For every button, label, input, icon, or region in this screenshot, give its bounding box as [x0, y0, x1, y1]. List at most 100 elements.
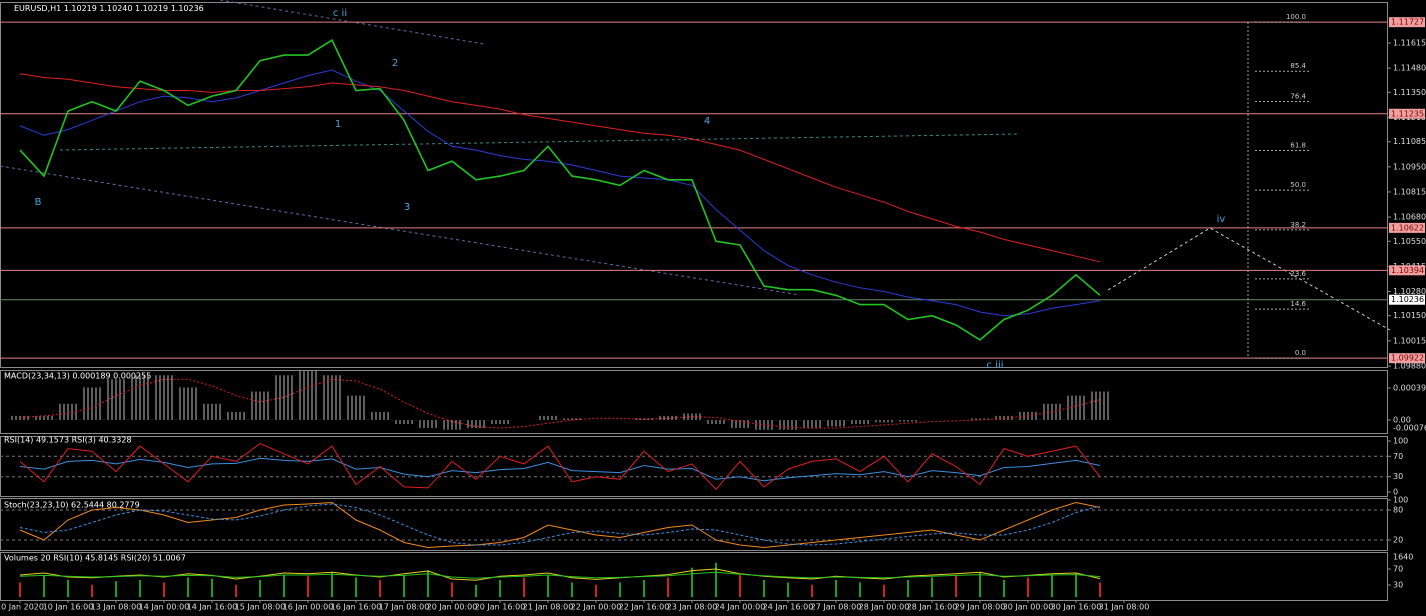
- volume-bar: [19, 582, 21, 597]
- x-tick-label: 31 Jan 08:00: [1099, 603, 1150, 612]
- volume-bar: [499, 579, 501, 597]
- y-tick-label: 1.11350: [1393, 88, 1426, 97]
- x-tick-label: 29 Jan 08:00: [955, 603, 1006, 612]
- y-tick-label: 1.09880: [1393, 362, 1426, 371]
- x-tick-label: 21 Jan 08:00: [523, 603, 574, 612]
- x-tick-label: 14 Jan 16:00: [187, 603, 238, 612]
- x-tick-label: 28 Jan 00:00: [859, 603, 910, 612]
- volume-bar: [691, 567, 693, 597]
- fib-label: 100.0: [1286, 13, 1306, 21]
- level-label: 1.09922: [1391, 354, 1424, 363]
- x-tick-label: 10 Jan 2020: [0, 603, 44, 612]
- y-tick-label: 1.10815: [1393, 187, 1426, 196]
- fib-label: 23.6: [1290, 270, 1306, 278]
- y-tick-label: 1.10680: [1393, 213, 1426, 222]
- x-tick-label: 30 Jan 16:00: [1051, 603, 1102, 612]
- open: 1.10219: [64, 4, 97, 13]
- panel-title: RSI(14) 49.1573 RSI(3) 40.3328: [4, 436, 132, 445]
- close: 1.10236: [171, 4, 204, 13]
- volume-bar: [1027, 577, 1029, 597]
- fib-label: 61.8: [1290, 142, 1306, 150]
- volume-bar: [619, 582, 621, 597]
- x-tick-label: 20 Jan 00:00: [427, 603, 478, 612]
- x-tick-label: 30 Jan 00:00: [1003, 603, 1054, 612]
- y-tick-label: 30: [1393, 472, 1403, 481]
- volume-bar: [787, 582, 789, 597]
- volume-bar: [475, 584, 477, 597]
- volume-bar: [91, 584, 93, 597]
- volume-bar: [139, 579, 141, 597]
- series-line: [19, 457, 1101, 482]
- volume-bar: [115, 581, 117, 597]
- volume-bar: [523, 577, 525, 597]
- x-tick-label: 16 Jan 00:00: [283, 603, 334, 612]
- x-tick-label: 24 Jan 16:00: [763, 603, 814, 612]
- volume-bar: [667, 577, 669, 597]
- fib-label: 14.6: [1290, 300, 1306, 308]
- wave-label: iv: [1217, 214, 1226, 225]
- wave-label: 1: [335, 119, 341, 130]
- series-line: [19, 378, 1101, 429]
- level-badge: [1389, 17, 1425, 28]
- volume-bar: [379, 579, 381, 597]
- volume-bar: [259, 579, 261, 597]
- y-tick-label: 1.11085: [1393, 137, 1426, 146]
- volume-bar: [571, 582, 573, 597]
- volume-bar: [595, 584, 597, 597]
- y-tick-label: 1.10015: [1393, 336, 1426, 345]
- series-line: [19, 501, 1101, 549]
- x-tick-label: 20 Jan 16:00: [475, 603, 526, 612]
- level-label: 1.11727: [1391, 18, 1424, 27]
- y-tick-label: 0.000393: [1393, 384, 1426, 393]
- x-tick-label: 17 Jan 08:00: [379, 603, 430, 612]
- series-line: [19, 503, 1101, 546]
- y-tick-label: 1.11615: [1393, 39, 1426, 48]
- volume-bar: [283, 575, 285, 597]
- y-tick-label: 20: [1393, 536, 1403, 545]
- symbol: EURUSD,H1: [14, 4, 61, 13]
- wave-label: 4: [704, 116, 710, 127]
- fib-label: 0.0: [1295, 349, 1306, 357]
- series-line: [19, 571, 1101, 579]
- volume-bar: [739, 575, 741, 597]
- volume-bar: [835, 579, 837, 597]
- y-tick-label: 0: [1393, 488, 1398, 497]
- x-tick-label: 13 Jan 08:00: [91, 603, 142, 612]
- y-tick-label: 1.10950: [1393, 162, 1426, 171]
- volume-bar: [1003, 579, 1005, 597]
- volume-bar: [187, 577, 189, 597]
- x-tick-label: 27 Jan 08:00: [811, 603, 862, 612]
- scale-min-label: -0.000761: [1393, 424, 1426, 433]
- panel-title: MACD(23,34,13) 0.000189 0.000255: [4, 372, 151, 381]
- panel-title: Stoch(23,23,10) 62.5444 80.2779: [4, 501, 140, 510]
- series-line: [19, 39, 1101, 341]
- series-line: [19, 443, 1101, 491]
- wave-label: 3: [404, 202, 410, 213]
- volume-bar: [763, 579, 765, 597]
- volume-bar: [931, 577, 933, 597]
- x-tick-label: 23 Jan 08:00: [667, 603, 718, 612]
- x-tick-label: 22 Jan 16:00: [619, 603, 670, 612]
- volume-bar: [955, 575, 957, 597]
- volume-bar: [715, 562, 717, 597]
- volume-bar: [859, 582, 861, 597]
- volume-bar: [67, 579, 69, 597]
- panel-title: Volumes 20 RSI(10) 45.8145 RSI(20) 51.00…: [4, 554, 186, 563]
- volume-bar: [547, 575, 549, 597]
- fib-label: 38.2: [1290, 221, 1306, 229]
- y-tick-label: 30: [1393, 581, 1403, 590]
- x-tick-label: 16 Jan 16:00: [331, 603, 382, 612]
- panel-frames: [0, 2, 1388, 601]
- volume-bar: [427, 570, 429, 597]
- level-label: 1.10394: [1391, 266, 1424, 275]
- wave-label: B: [35, 197, 42, 208]
- header: EURUSD,H1 1.10219 1.10240 1.10219 1.1023…: [14, 4, 204, 13]
- high: 1.10240: [99, 4, 132, 13]
- y-tick-label: 70: [1393, 452, 1403, 461]
- volume-bar: [355, 577, 357, 597]
- series-line: [19, 73, 1101, 263]
- low: 1.10219: [135, 4, 168, 13]
- x-tick-label: 22 Jan 00:00: [571, 603, 622, 612]
